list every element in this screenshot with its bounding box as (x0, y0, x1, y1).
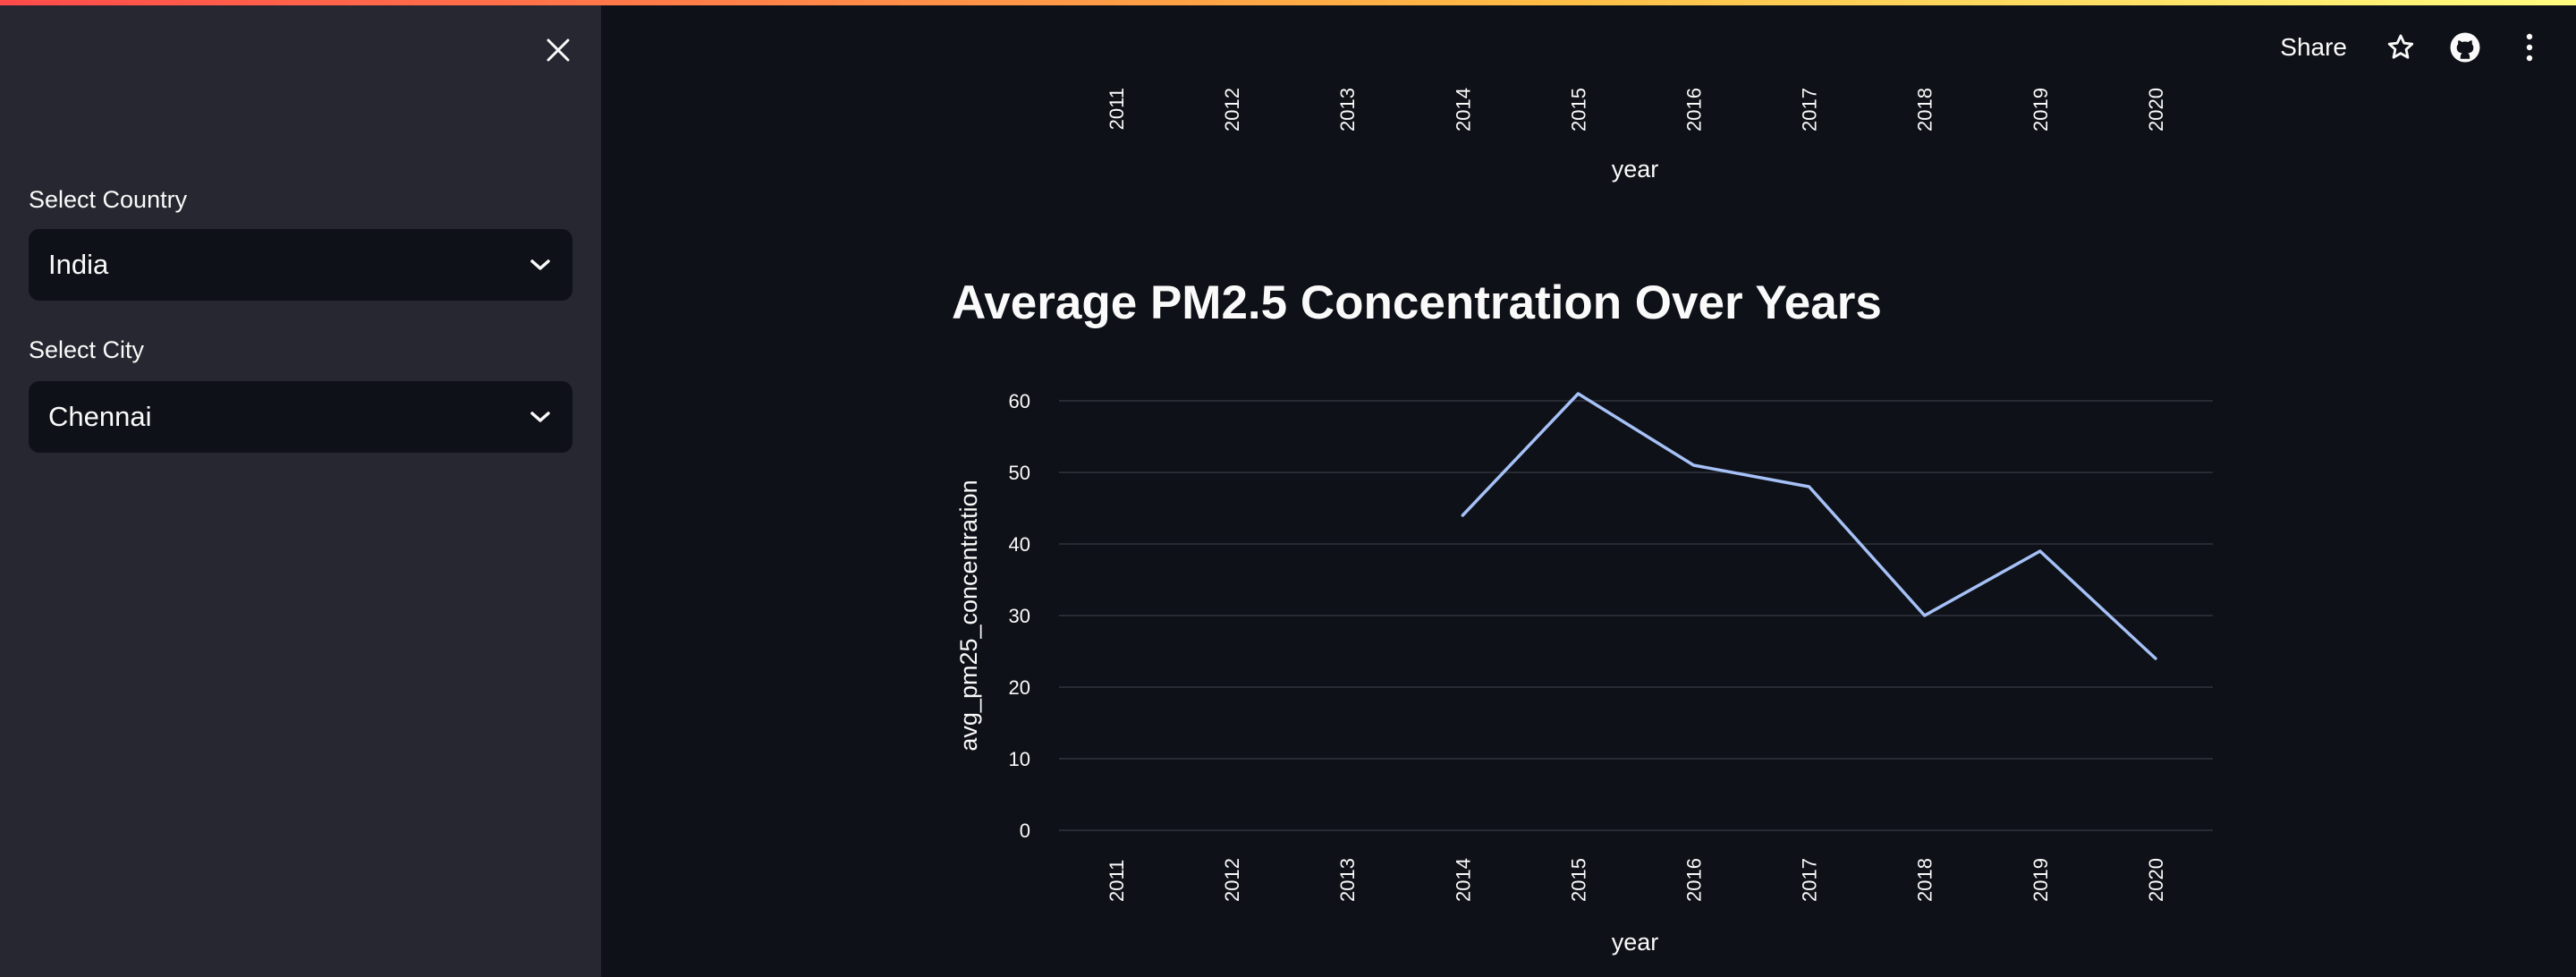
city-select[interactable]: Chennai (29, 381, 572, 453)
github-icon[interactable] (2447, 30, 2483, 65)
country-select-value: India (48, 249, 109, 280)
x-tick-label: 2012 (1221, 88, 1243, 132)
x-tick-label: 2019 (2029, 88, 2052, 132)
x-tick-label: 2013 (1336, 88, 1359, 132)
country-select-label: Select Country (29, 186, 188, 213)
top-decoration-bar (0, 0, 2576, 5)
x-axis-label: year (1612, 156, 1659, 183)
star-icon[interactable] (2383, 30, 2419, 65)
city-select-label: Select City (29, 336, 145, 363)
x-tick-label: 2020 (2145, 88, 2167, 132)
chevron-down-icon (528, 404, 553, 429)
x-tick-label: 2016 (1683, 88, 1706, 132)
city-select-value: Chennai (48, 401, 152, 432)
chevron-down-icon (528, 252, 553, 277)
country-select[interactable]: India (29, 229, 572, 301)
header-actions: Share (2280, 25, 2576, 70)
previous-chart-x-axis: 2011 2012 2013 2014 2015 2016 2017 2018 2019 2020… (1106, 88, 2167, 183)
x-tick-label: 2015 (1567, 88, 1589, 132)
close-icon (547, 38, 570, 62)
x-tick-label: 2011 (1106, 88, 1128, 130)
share-button[interactable]: Share (2280, 33, 2347, 61)
more-options-icon[interactable] (2512, 30, 2547, 65)
x-tick-label: 2014 (1452, 88, 1474, 132)
chart-title: Average PM2.5 Concentration Over Years (952, 276, 1882, 329)
sidebar: Select Country India Select City Chennai (0, 0, 601, 977)
x-tick-label: 2018 (1914, 88, 1936, 132)
x-tick-label: 2017 (1799, 88, 1821, 132)
close-sidebar-button[interactable] (540, 32, 576, 68)
